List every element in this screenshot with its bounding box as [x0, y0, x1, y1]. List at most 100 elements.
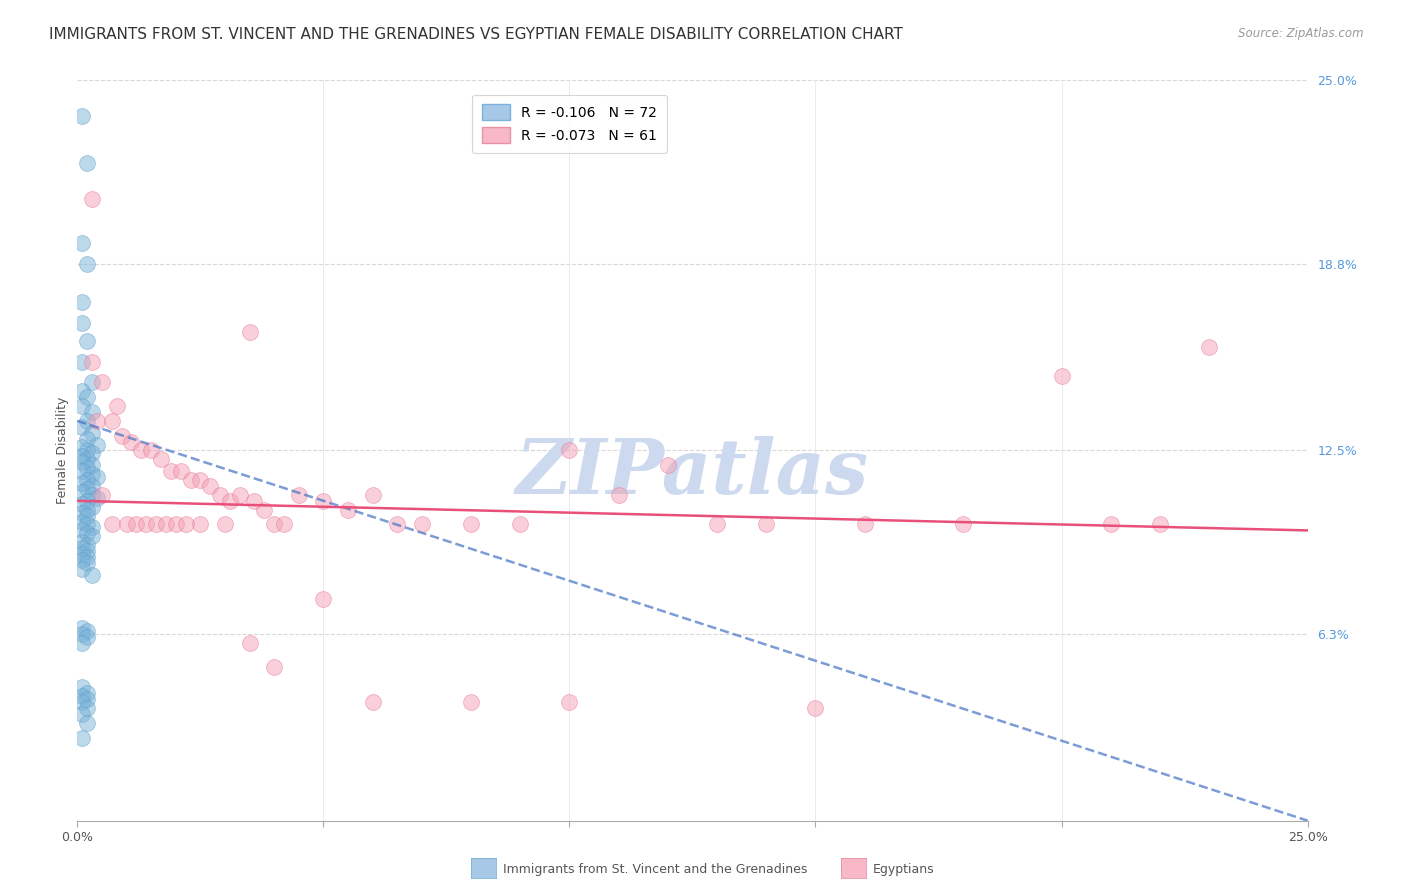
Point [76, 517, 98, 532]
Point [125, 517, 148, 532]
Point [82, 529, 104, 543]
Point [76, 452, 98, 467]
Point [70, 384, 93, 399]
Point [76, 493, 98, 508]
Point [86, 491, 108, 505]
Point [209, 488, 232, 502]
Point [70, 295, 93, 310]
Point [70, 731, 93, 745]
Point [239, 636, 262, 650]
Point [288, 488, 311, 502]
Point [70, 695, 93, 709]
Point [411, 517, 433, 532]
Point [76, 473, 98, 487]
Point [76, 538, 98, 552]
Point [76, 334, 98, 348]
Point [76, 156, 98, 170]
Point [200, 479, 222, 493]
Point [263, 659, 285, 673]
Text: Immigrants from St. Vincent and the Grenadines: Immigrants from St. Vincent and the Gren… [503, 863, 807, 876]
Point [337, 502, 360, 516]
Point [70, 627, 93, 641]
Point [76, 482, 98, 496]
Point [101, 517, 124, 532]
Point [70, 621, 93, 635]
Point [70, 524, 93, 538]
Point [188, 517, 212, 532]
Point [70, 636, 93, 650]
Point [180, 473, 202, 487]
Point [76, 502, 98, 516]
Point [804, 701, 827, 715]
Legend: R = -0.106   N = 72, R = -0.073   N = 61: R = -0.106 N = 72, R = -0.073 N = 61 [472, 95, 666, 153]
Point [70, 419, 93, 434]
Point [460, 695, 482, 709]
Point [76, 630, 98, 644]
Point [558, 443, 581, 458]
Point [228, 488, 252, 502]
Point [70, 450, 93, 464]
Point [135, 517, 157, 532]
Point [76, 508, 98, 523]
Point [82, 500, 104, 514]
Point [170, 464, 193, 478]
Point [70, 464, 93, 478]
Point [76, 715, 98, 730]
Text: IMMIGRANTS FROM ST. VINCENT AND THE GRENADINES VS EGYPTIAN FEMALE DISABILITY COR: IMMIGRANTS FROM ST. VINCENT AND THE GREN… [49, 27, 903, 42]
Point [145, 517, 167, 532]
Point [115, 517, 138, 532]
Point [76, 686, 98, 700]
Point [70, 476, 93, 491]
Point [312, 493, 335, 508]
Point [509, 517, 531, 532]
Point [82, 458, 104, 473]
Point [76, 701, 98, 715]
Point [70, 455, 93, 469]
Point [82, 192, 104, 206]
Point [155, 517, 177, 532]
Point [214, 517, 236, 532]
Point [70, 441, 93, 455]
Point [70, 562, 93, 576]
Point [70, 316, 93, 330]
Point [86, 437, 108, 451]
Point [1149, 517, 1171, 532]
Point [76, 550, 98, 565]
Point [70, 553, 93, 567]
Point [105, 399, 128, 413]
Point [1050, 369, 1073, 384]
Point [273, 517, 295, 532]
Point [70, 236, 93, 251]
Point [76, 544, 98, 558]
Point [82, 467, 104, 482]
Text: Source: ZipAtlas.com: Source: ZipAtlas.com [1239, 27, 1364, 40]
Point [755, 517, 778, 532]
Point [82, 405, 104, 419]
Point [188, 473, 212, 487]
Point [70, 547, 93, 561]
Point [70, 109, 93, 123]
Point [70, 690, 93, 704]
Text: ZIPatlas: ZIPatlas [516, 435, 869, 509]
Point [70, 484, 93, 499]
Point [165, 517, 187, 532]
Point [1198, 340, 1220, 354]
Point [76, 257, 98, 271]
Point [76, 556, 98, 570]
Point [657, 458, 679, 473]
Point [607, 488, 630, 502]
Point [76, 390, 98, 404]
Point [70, 399, 93, 413]
Point [253, 502, 276, 516]
Point [82, 425, 104, 440]
Point [70, 706, 93, 721]
Point [160, 464, 183, 478]
Point [1099, 517, 1122, 532]
Point [312, 591, 335, 606]
Point [361, 695, 384, 709]
Point [70, 681, 93, 695]
Y-axis label: Female Disability: Female Disability [56, 397, 69, 504]
Point [460, 517, 482, 532]
Point [385, 517, 409, 532]
Point [70, 354, 93, 368]
